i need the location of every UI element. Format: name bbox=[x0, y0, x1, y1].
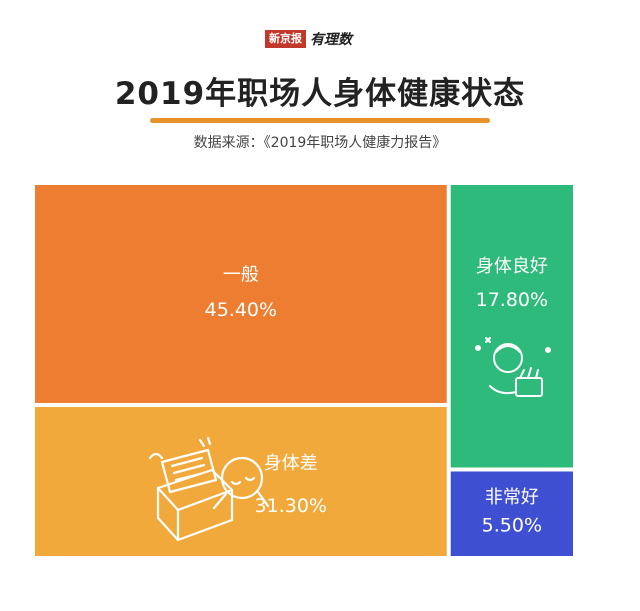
tile-label-normal: 一般 bbox=[223, 265, 259, 286]
tile-value-normal: 45.40% bbox=[205, 299, 277, 321]
tile-good bbox=[450, 185, 573, 468]
page-title: 2019年职场人身体健康状态 bbox=[114, 76, 526, 112]
tired-person-illustration bbox=[148, 436, 270, 542]
tile-value-excellent: 5.50% bbox=[482, 514, 542, 536]
data-source: 数据来源：《2019年职场人健康力报告》 bbox=[193, 135, 447, 151]
tile-label-excellent: 非常好 bbox=[485, 487, 539, 508]
tile-value-good: 17.80% bbox=[476, 289, 548, 311]
healthy-person-illustration bbox=[475, 337, 551, 397]
brand-logo-box: 新京报 bbox=[265, 30, 306, 48]
title-underline bbox=[150, 118, 490, 123]
tile-label-poor: 身体差 bbox=[264, 453, 318, 474]
tile-excellent bbox=[450, 471, 573, 556]
brand-logo-script: 有理数 bbox=[310, 32, 352, 48]
tile-value-poor: 31.30% bbox=[255, 495, 327, 517]
tile-label-good: 身体良好 bbox=[476, 256, 548, 277]
brand-logo: 新京报 有理数 bbox=[265, 28, 385, 50]
tile-normal bbox=[35, 185, 447, 403]
